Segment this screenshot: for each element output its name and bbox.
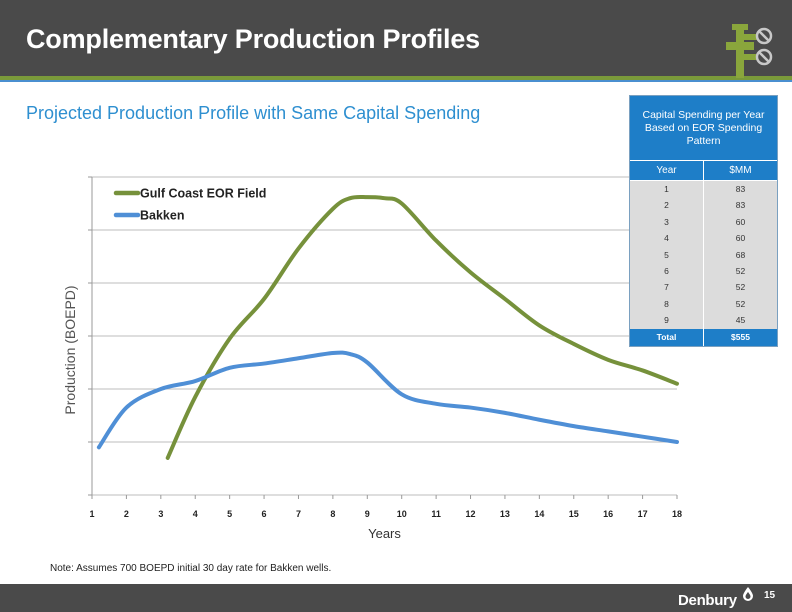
- x-tick-label: 17: [638, 509, 648, 519]
- table-cell-year: 4: [630, 230, 704, 247]
- table-cell-mm: 60: [735, 233, 746, 244]
- x-tick-label: 18: [672, 509, 682, 519]
- table-row: 3 60: [630, 213, 777, 231]
- table-header-year: Year: [630, 161, 704, 180]
- table-cell-year: 2: [630, 197, 704, 214]
- x-tick-label: 2: [124, 509, 129, 519]
- table-cell-mm: 83: [735, 200, 746, 211]
- table-row: 7 52: [630, 279, 777, 296]
- x-tick-label: 9: [365, 509, 370, 519]
- x-tick-label: 1: [89, 509, 94, 519]
- table-row: 5 68: [630, 246, 777, 263]
- table-row: 2 83: [630, 197, 777, 214]
- x-axis-label: Years: [368, 526, 401, 541]
- table-header-mm: $MM: [729, 165, 752, 176]
- table-row: 8 52: [630, 295, 777, 313]
- page-number: 15: [764, 590, 776, 601]
- table-total-row: Total $555: [630, 328, 777, 346]
- series-line-gulf-coast-eor-field: [165, 194, 679, 460]
- x-tick-label: 5: [227, 509, 232, 519]
- table-cell-year: 7: [630, 279, 704, 296]
- table-header-row: Year $MM: [630, 161, 777, 181]
- page-title: Complementary Production Profiles: [26, 24, 480, 54]
- table-body: 1 83 2 83 3 60 4 60 5 68 6 52 7 52 8 52 9 45: [630, 181, 777, 329]
- y-axis-label: Production (BOEPD): [62, 285, 78, 414]
- table-total-label: Total: [630, 328, 704, 346]
- table-cell-mm: 83: [735, 184, 746, 194]
- x-tick-label: 10: [397, 509, 407, 519]
- header-stripe-green: [0, 76, 792, 80]
- table-row: 9 45: [630, 312, 777, 329]
- x-tick-label: 12: [466, 509, 476, 519]
- x-tick-label: 4: [193, 509, 198, 519]
- table-cell-year: 6: [630, 262, 704, 280]
- table-cell-mm: 68: [735, 249, 746, 260]
- table-cell-mm: 52: [735, 265, 746, 276]
- x-tick-label: 6: [262, 509, 267, 519]
- table-cell-mm: 52: [735, 282, 746, 293]
- table-row: 6 52: [630, 262, 777, 280]
- legend-label: Bakken: [140, 209, 184, 223]
- table-total-value: $555: [731, 331, 750, 342]
- x-tick-label: 11: [431, 509, 441, 519]
- table-cell-year: 8: [630, 295, 704, 313]
- capital-spending-table: Capital Spending per Year Based on EOR S…: [629, 95, 778, 347]
- table-cell-year: 1: [630, 181, 704, 198]
- footer-brand: Denbury: [678, 592, 737, 609]
- table-row: 1 83: [630, 181, 777, 198]
- series-line-bakken: [96, 350, 679, 450]
- legend-label: Gulf Coast EOR Field: [140, 187, 266, 201]
- wellhead-logo-icon: [726, 24, 773, 78]
- table-row: 4 60: [630, 230, 777, 247]
- header-bar: [0, 0, 792, 76]
- table-cell-mm: 52: [735, 298, 746, 309]
- x-tick-label: 16: [603, 509, 613, 519]
- x-tick-label: 7: [296, 509, 301, 519]
- x-tick-label: 14: [534, 509, 544, 519]
- x-tick-label: 8: [330, 509, 335, 519]
- x-tick-label: 15: [569, 509, 579, 519]
- chart-subtitle: Projected Production Profile with Same C…: [26, 103, 481, 123]
- table-cell-mm: 45: [735, 315, 746, 326]
- oil-drop-icon: [743, 587, 753, 601]
- footnote: Note: Assumes 700 BOEPD initial 30 day r…: [50, 563, 332, 574]
- table-cell-mm: 60: [735, 216, 746, 227]
- footer-bar: [0, 584, 792, 612]
- table-cell-year: 3: [630, 213, 704, 231]
- table-title: Capital Spending per Year Based on EOR S…: [630, 96, 777, 161]
- table-cell-year: 5: [630, 246, 704, 263]
- table-cell-year: 9: [630, 312, 704, 329]
- header-stripe-blue: [0, 80, 792, 82]
- x-tick-label: 3: [158, 509, 163, 519]
- x-tick-label: 13: [500, 509, 510, 519]
